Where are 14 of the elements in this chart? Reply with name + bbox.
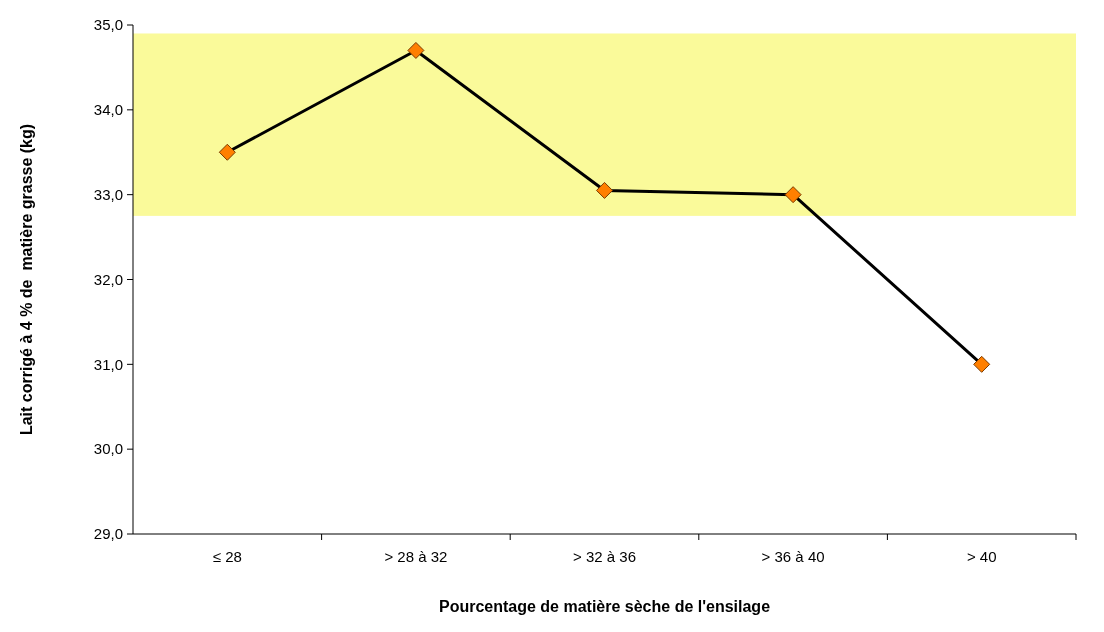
x-axis-title: Pourcentage de matière sèche de l'ensilage: [438, 598, 771, 615]
y-tick-label: 35,0: [93, 16, 123, 34]
x-tick-label: ≤ 28: [212, 548, 242, 565]
y-tick-label: 30,0: [93, 440, 123, 458]
y-tick-label: 29,0: [93, 525, 123, 543]
y-axis-title: Lait corrigé à 4 % de matière grasse (kg): [18, 123, 35, 436]
y-tick-label: 32,0: [93, 270, 123, 288]
y-tick-label: 34,0: [93, 101, 123, 119]
x-tick-label: > 36 à 40: [761, 548, 825, 565]
y-tick-label: 33,0: [93, 185, 123, 203]
y-tick-label: 31,0: [93, 355, 123, 373]
x-tick-label: > 28 à 32: [384, 548, 448, 565]
x-tick-label: > 40: [966, 548, 997, 565]
x-tick-label: > 32 à 36: [573, 548, 636, 565]
